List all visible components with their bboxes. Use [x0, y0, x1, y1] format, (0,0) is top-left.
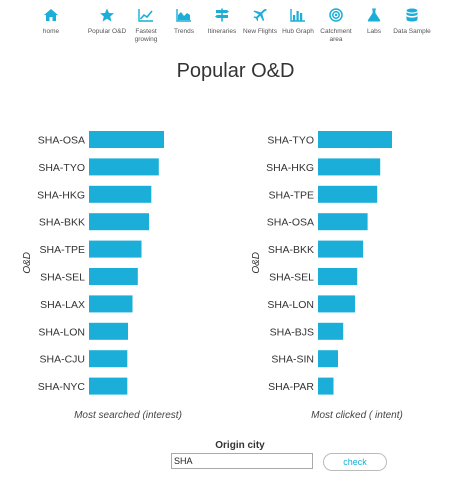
category-label: SHA-OSA — [267, 217, 314, 229]
category-label: SHA-PAR — [268, 381, 314, 393]
star-icon — [100, 8, 114, 22]
category-label: SHA-SEL — [269, 272, 314, 284]
nav-item-data-sample[interactable]: Data Sample — [391, 8, 433, 36]
flask-icon — [367, 8, 381, 22]
nav-item-catchment-area[interactable]: Catchment area — [315, 8, 357, 44]
category-label: SHA-HKG — [266, 162, 314, 174]
nav-label: Catchment area — [320, 28, 352, 43]
nav-item-new-flights[interactable]: New Flights — [239, 8, 281, 36]
category-label: SHA-BJS — [270, 326, 314, 338]
bar-sha-sel[interactable] — [89, 268, 138, 285]
bar-sha-nyc[interactable] — [89, 377, 128, 395]
category-label: SHA-CJU — [39, 354, 85, 366]
bar-sha-hkg[interactable] — [89, 185, 152, 203]
bar-chart-icon — [290, 9, 305, 22]
bar-sha-tyo[interactable] — [318, 131, 392, 148]
page-title: Popular O&D — [176, 60, 295, 82]
trend-line-icon — [138, 9, 153, 22]
bar-sha-osa[interactable] — [318, 213, 368, 231]
nav-label: New Flights — [243, 28, 277, 35]
category-label: SHA-HKG — [37, 189, 85, 201]
nav-label: Popular O&D — [87, 28, 127, 35]
category-label: SHA-SIN — [271, 354, 314, 366]
bar-sha-cju[interactable] — [89, 350, 128, 368]
charts-area: SHA-OSA SHA-TYO SHA-HKG SHA-BKK SHA-TPE SHA-S… — [22, 131, 392, 395]
nav-label: Trends — [174, 28, 194, 35]
bar-sha-tpe[interactable] — [318, 185, 378, 203]
nav-item-trends[interactable]: Trends — [163, 8, 205, 36]
y-axis-title: O&D — [251, 252, 262, 274]
nav-label: Fastest growing — [134, 28, 158, 43]
target-icon — [329, 8, 343, 22]
category-label: SHA-BKK — [39, 217, 85, 229]
nav-label: Labs — [366, 28, 382, 35]
bar-sha-sel[interactable] — [318, 268, 358, 285]
category-label: SHA-BKK — [268, 244, 314, 256]
category-label: SHA-TYO — [38, 162, 85, 174]
bar-sha-tpe[interactable] — [89, 240, 142, 258]
bar-sha-lon[interactable] — [89, 322, 128, 340]
bar-sha-tyo[interactable] — [89, 158, 159, 176]
category-label: SHA-NYC — [38, 381, 86, 393]
chart-panel-most-clicked: SHA-TYO SHA-HKG SHA-TPE SHA-OSA SHA-BKK SHA-S… — [251, 131, 392, 395]
bar-sha-sin[interactable] — [318, 350, 338, 368]
bar-sha-lon[interactable] — [318, 295, 355, 313]
y-axis-title: O&D — [22, 252, 33, 274]
category-label: SHA-TPE — [268, 189, 314, 201]
bar-sha-osa[interactable] — [89, 131, 164, 148]
origin-city-input[interactable] — [171, 453, 313, 469]
bar-sha-bjs[interactable] — [318, 322, 344, 340]
chart-panel-most-searched: SHA-OSA SHA-TYO SHA-HKG SHA-BKK SHA-TPE SHA-S… — [22, 131, 164, 395]
nav-item-hub-graph[interactable]: Hub Graph — [277, 8, 319, 36]
category-label: SHA-LAX — [40, 299, 85, 311]
nav-item-home[interactable]: home — [30, 8, 72, 36]
bar-sha-par[interactable] — [318, 377, 334, 395]
signpost-icon — [215, 8, 229, 22]
nav-item-fastest-growing[interactable]: Fastest growing — [125, 8, 167, 44]
nav-item-labs[interactable]: Labs — [353, 8, 395, 36]
category-label: SHA-SEL — [40, 272, 85, 284]
category-label: SHA-LON — [267, 299, 314, 311]
category-label: SHA-OSA — [38, 135, 85, 147]
check-button[interactable]: check — [323, 453, 387, 471]
bar-sha-bkk[interactable] — [318, 240, 364, 258]
nav-label: Data Sample — [393, 28, 431, 35]
area-chart-icon — [176, 9, 191, 22]
top-nav: home Popular O&D Fastest growing Trends … — [0, 0, 471, 62]
bar-sha-bkk[interactable] — [89, 213, 149, 231]
category-label: SHA-LON — [38, 326, 85, 338]
database-icon — [406, 8, 418, 22]
bar-sha-hkg[interactable] — [318, 158, 381, 176]
home-icon — [44, 9, 58, 21]
origin-city-label: Origin city — [215, 440, 265, 451]
nav-label: Hub Graph — [282, 28, 314, 35]
bar-sha-lax[interactable] — [89, 295, 133, 313]
nav-item-popular-od[interactable]: Popular O&D — [86, 8, 128, 36]
nav-label: Itineraries — [207, 28, 237, 35]
category-label: SHA-TYO — [267, 135, 314, 147]
category-label: SHA-TPE — [39, 244, 85, 256]
nav-item-itineraries[interactable]: Itineraries — [201, 8, 243, 36]
x-axis-caption-searched: Most searched (interest) — [74, 410, 182, 421]
nav-label: home — [42, 28, 60, 35]
x-axis-caption-clicked: Most clicked ( intent) — [311, 410, 403, 421]
plane-icon — [253, 9, 267, 22]
